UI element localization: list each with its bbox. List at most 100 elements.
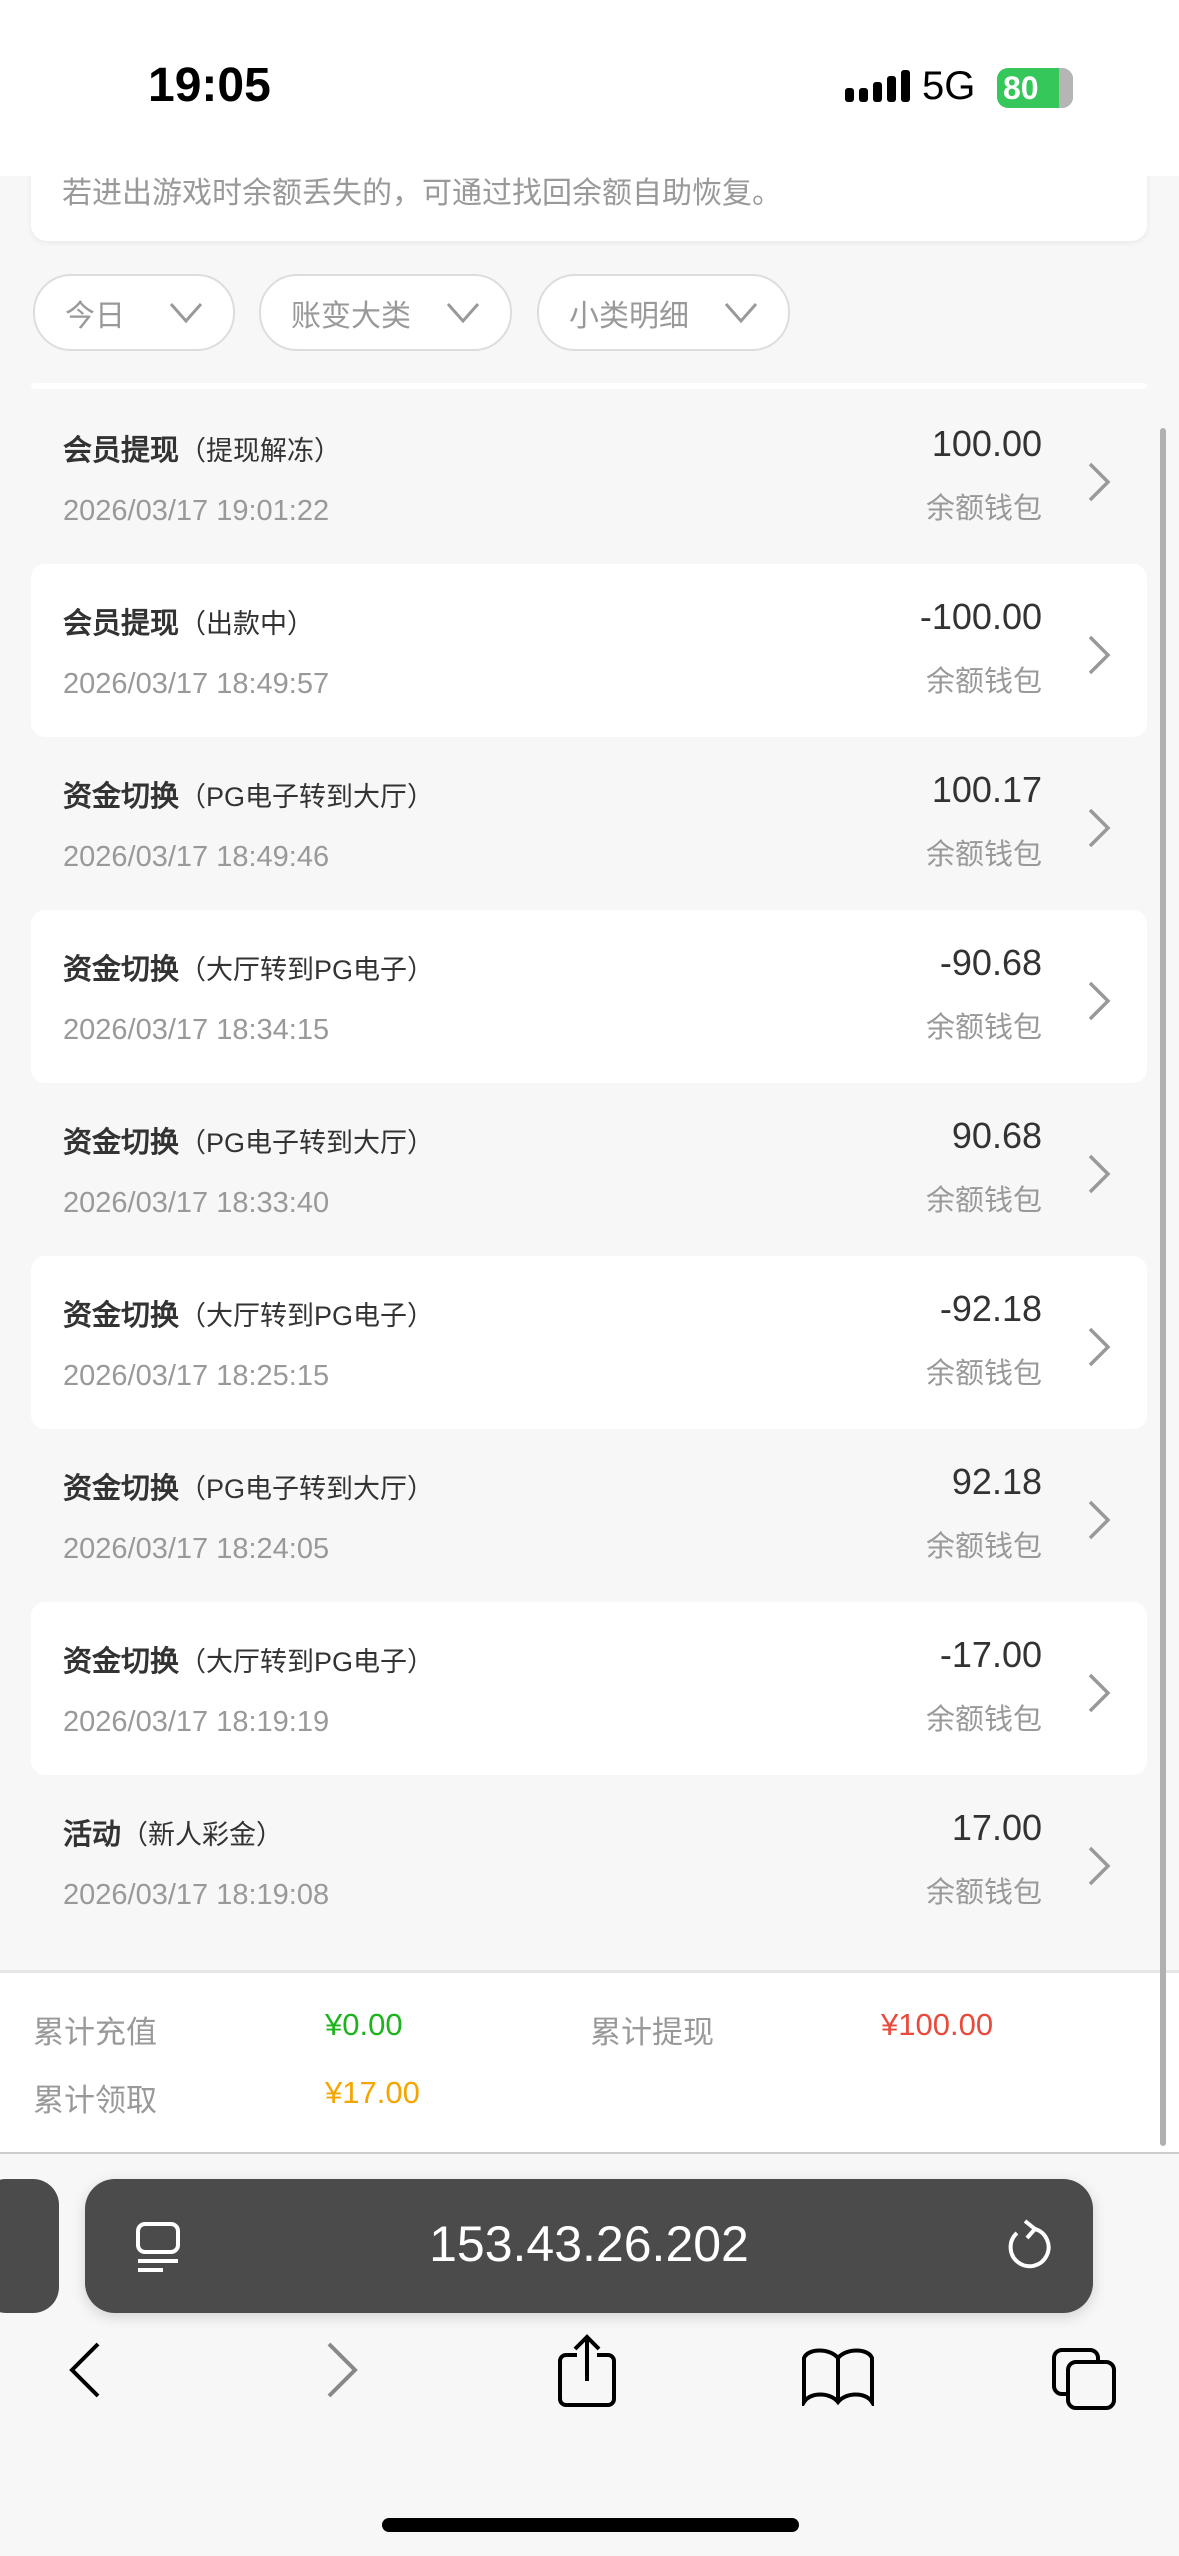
transaction-detail: （PG电子转到大厅）	[179, 1474, 435, 1504]
transaction-detail: （大厅转到PG电子）	[179, 955, 435, 985]
transaction-detail: （大厅转到PG电子）	[179, 1301, 435, 1331]
tabs-icon[interactable]	[1050, 2346, 1126, 2412]
transaction-row[interactable]: 资金切换（大厅转到PG电子） 2026/03/17 18:34:15 -90.6…	[31, 910, 1147, 1083]
chevron-right-icon	[1088, 1673, 1111, 1713]
address-bar[interactable]: 153.43.26.202	[85, 2179, 1093, 2313]
transaction-type: 资金切换	[63, 1127, 180, 1159]
transaction-type: 会员提现	[63, 435, 180, 467]
transaction-type: 资金切换	[63, 1646, 180, 1678]
page-menu-icon[interactable]	[135, 2221, 183, 2273]
list-divider	[31, 383, 1147, 389]
chevron-right-icon	[1088, 462, 1111, 502]
transaction-time: 2026/03/17 18:24:05	[63, 1533, 330, 1565]
wallet-label: 余额钱包	[925, 1012, 1042, 1044]
transaction-amount: -17.00	[939, 1634, 1042, 1675]
network-type: 5G	[922, 64, 976, 108]
transaction-title: 会员提现（提现解冻）	[63, 427, 341, 469]
claim-label: 累计领取	[33, 2083, 157, 2118]
wallet-label: 余额钱包	[925, 1185, 1042, 1217]
chevron-right-icon	[1088, 981, 1111, 1021]
transaction-title: 资金切换（大厅转到PG电子）	[63, 946, 434, 988]
chevron-down-icon	[724, 303, 758, 324]
recharge-label: 累计充值	[33, 2015, 157, 2050]
transaction-time: 2026/03/17 18:49:57	[63, 668, 330, 700]
withdraw-label: 累计提现	[590, 2015, 714, 2050]
chevron-down-icon	[169, 303, 203, 324]
transaction-detail: （出款中）	[179, 609, 315, 639]
transaction-detail: （大厅转到PG电子）	[179, 1647, 435, 1677]
filter-label: 今日	[65, 299, 125, 333]
transaction-type: 资金切换	[63, 1473, 180, 1505]
signal-icon	[845, 70, 910, 102]
filter-date[interactable]: 今日	[33, 274, 235, 351]
transaction-title: 资金切换（大厅转到PG电子）	[63, 1292, 434, 1334]
forward-icon[interactable]	[323, 2340, 363, 2400]
transaction-detail: （新人彩金）	[121, 1820, 284, 1850]
wallet-label: 余额钱包	[925, 1531, 1042, 1563]
battery-level: 80	[1003, 70, 1039, 106]
battery-icon: 80	[997, 68, 1073, 108]
transaction-time: 2026/03/17 18:49:46	[63, 841, 330, 873]
summary-panel: 累计充值 ¥0.00 累计提现 ¥100.00 累计领取 ¥17.00	[0, 1970, 1179, 2154]
chevron-right-icon	[1088, 635, 1111, 675]
scrollbar[interactable]	[1160, 428, 1166, 2146]
transaction-time: 2026/03/17 18:33:40	[63, 1187, 330, 1219]
chevron-right-icon	[1088, 1154, 1111, 1194]
transaction-row[interactable]: 资金切换（PG电子转到大厅） 2026/03/17 18:24:05 92.18…	[31, 1429, 1147, 1602]
transaction-row[interactable]: 资金切换（PG电子转到大厅） 2026/03/17 18:33:40 90.68…	[31, 1083, 1147, 1256]
transaction-amount: 92.18	[951, 1461, 1042, 1502]
recharge-value: ¥0.00	[325, 2007, 403, 2042]
transaction-amount: 90.68	[951, 1115, 1042, 1156]
chevron-right-icon	[1088, 1500, 1111, 1540]
filter-subcategory[interactable]: 小类明细	[537, 274, 790, 351]
notice-text: 若进出游戏时余额丢失的，可通过找回余额自助恢复。	[62, 177, 782, 210]
home-indicator	[382, 2518, 799, 2532]
previous-tab[interactable]	[0, 2179, 59, 2313]
transaction-type: 活动	[63, 1819, 122, 1851]
transaction-row[interactable]: 资金切换（大厅转到PG电子） 2026/03/17 18:19:19 -17.0…	[31, 1602, 1147, 1775]
wallet-label: 余额钱包	[925, 1358, 1042, 1390]
claim-value: ¥17.00	[325, 2075, 420, 2110]
transaction-time: 2026/03/17 18:34:15	[63, 1014, 330, 1046]
wallet-label: 余额钱包	[925, 839, 1042, 871]
share-icon[interactable]	[555, 2333, 623, 2409]
transaction-time: 2026/03/17 18:19:08	[63, 1879, 330, 1911]
transaction-type: 资金切换	[63, 954, 180, 986]
transaction-amount: 17.00	[951, 1807, 1042, 1848]
chevron-right-icon	[1088, 1846, 1111, 1886]
transaction-title: 活动（新人彩金）	[63, 1811, 283, 1853]
transaction-type: 资金切换	[63, 1300, 180, 1332]
transaction-detail: （PG电子转到大厅）	[179, 782, 435, 812]
wallet-label: 余额钱包	[925, 493, 1042, 525]
reload-icon[interactable]	[1003, 2219, 1053, 2275]
chevron-right-icon	[1088, 1327, 1111, 1367]
transaction-title: 资金切换（大厅转到PG电子）	[63, 1638, 434, 1680]
transaction-row[interactable]: 活动（新人彩金） 2026/03/17 18:19:08 17.00 余额钱包	[31, 1775, 1147, 1948]
wallet-label: 余额钱包	[925, 1704, 1042, 1736]
transaction-amount: -92.18	[939, 1288, 1042, 1329]
filter-label: 账变大类	[291, 299, 411, 333]
transaction-detail: （提现解冻）	[179, 436, 342, 466]
back-icon[interactable]	[66, 2340, 106, 2400]
filter-label: 小类明细	[569, 299, 689, 333]
filter-category[interactable]: 账变大类	[259, 274, 512, 351]
url-text: 153.43.26.202	[429, 2216, 749, 2272]
transaction-type: 资金切换	[63, 781, 180, 813]
transaction-time: 2026/03/17 18:25:15	[63, 1360, 330, 1392]
transaction-title: 资金切换（PG电子转到大厅）	[63, 773, 434, 815]
wallet-label: 余额钱包	[925, 666, 1042, 698]
chevron-right-icon	[1088, 808, 1111, 848]
chevron-down-icon	[446, 303, 480, 324]
transaction-time: 2026/03/17 19:01:22	[63, 495, 330, 527]
transaction-row[interactable]: 会员提现（出款中） 2026/03/17 18:49:57 -100.00 余额…	[31, 564, 1147, 737]
transaction-row[interactable]: 会员提现（提现解冻） 2026/03/17 19:01:22 100.00 余额…	[31, 391, 1147, 564]
transaction-title: 资金切换（PG电子转到大厅）	[63, 1465, 434, 1507]
bookmarks-icon[interactable]	[800, 2346, 876, 2406]
withdraw-value: ¥100.00	[881, 2007, 994, 2042]
transaction-row[interactable]: 资金切换（PG电子转到大厅） 2026/03/17 18:49:46 100.1…	[31, 737, 1147, 910]
status-bar: 19:05 5G 80	[0, 0, 1179, 176]
clock: 19:05	[148, 59, 271, 112]
transaction-title: 会员提现（出款中）	[63, 600, 314, 642]
transaction-amount: 100.17	[931, 769, 1042, 810]
transaction-row[interactable]: 资金切换（大厅转到PG电子） 2026/03/17 18:25:15 -92.1…	[31, 1256, 1147, 1429]
